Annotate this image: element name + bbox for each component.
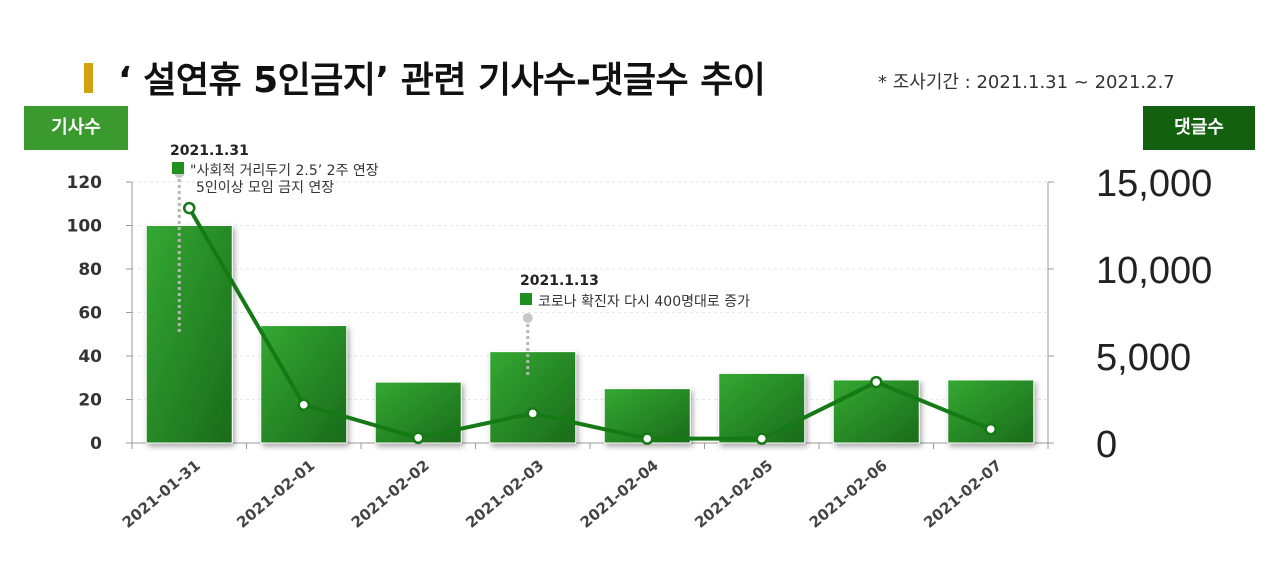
right-tick-label: 15,000 [1096,163,1212,205]
left-tick-label: 20 [78,391,102,411]
line-point-2021-02-03 [526,407,539,420]
right-axis-badge: 댓글수 [1143,106,1255,150]
annotation-marker [172,162,184,174]
x-category-label: 2021-02-02 [348,456,433,531]
left-tick-label: 120 [67,173,103,193]
x-category-label: 2021-02-01 [233,456,318,531]
x-category-label: 2021-02-06 [806,456,891,531]
x-category-label: 2021-02-07 [920,456,1005,531]
x-category-label: 2021-02-05 [691,456,776,531]
right-tick-label: 10,000 [1096,250,1212,292]
annotation-text: 5인이상 모임 금지 연장 [196,180,334,196]
line-point-2021-02-07 [984,422,997,436]
line-point-2021-02-02 [412,431,425,445]
survey-period-note: * 조사기간 : 2021.1.31 ~ 2021.2.7 [878,72,1175,93]
left-tick-label: 100 [67,217,103,237]
left-tick-label: 0 [90,434,102,454]
annotation-text: "사회적 거리두기 2.5’ 2주 연장 [190,163,379,179]
bar-2021-02-01 [260,325,348,444]
bar-2021-01-31 [145,225,233,444]
x-category-label: 2021-02-03 [462,456,547,531]
title-marker [84,63,93,93]
line-point-2021-02-04 [641,432,654,445]
bar-2021-02-05 [718,372,806,444]
comment-count-line [187,207,992,441]
right-tick-label: 5,000 [1096,337,1191,379]
annotation-marker [520,293,532,305]
annotation-date: 2021.1.31 [170,143,249,159]
left-tick-label: 60 [78,304,102,324]
left-axis-badge: 기사수 [24,106,128,150]
bar-2021-02-03 [489,351,577,444]
line-point-2021-02-06 [870,375,883,389]
x-category-label: 2021-02-04 [577,456,662,531]
line-point-2021-02-01 [297,398,310,411]
line-point-2021-01-31 [183,201,196,215]
annotation-text: 코로나 확진자 다시 400명대로 증가 [538,294,750,310]
annotation-pin-head [522,313,533,323]
annotation-date: 2021.1.13 [520,273,599,289]
x-category-label: 2021-01-31 [119,456,204,531]
chart-title: ‘ 설연휴 5인금지’ 관련 기사수-댓글수 추이 [118,60,766,101]
line-point-2021-02-05 [755,432,768,445]
left-tick-label: 80 [78,260,102,280]
left-tick-label: 40 [78,347,102,367]
bar-2021-02-06 [832,379,920,444]
right-tick-label: 0 [1096,424,1117,466]
